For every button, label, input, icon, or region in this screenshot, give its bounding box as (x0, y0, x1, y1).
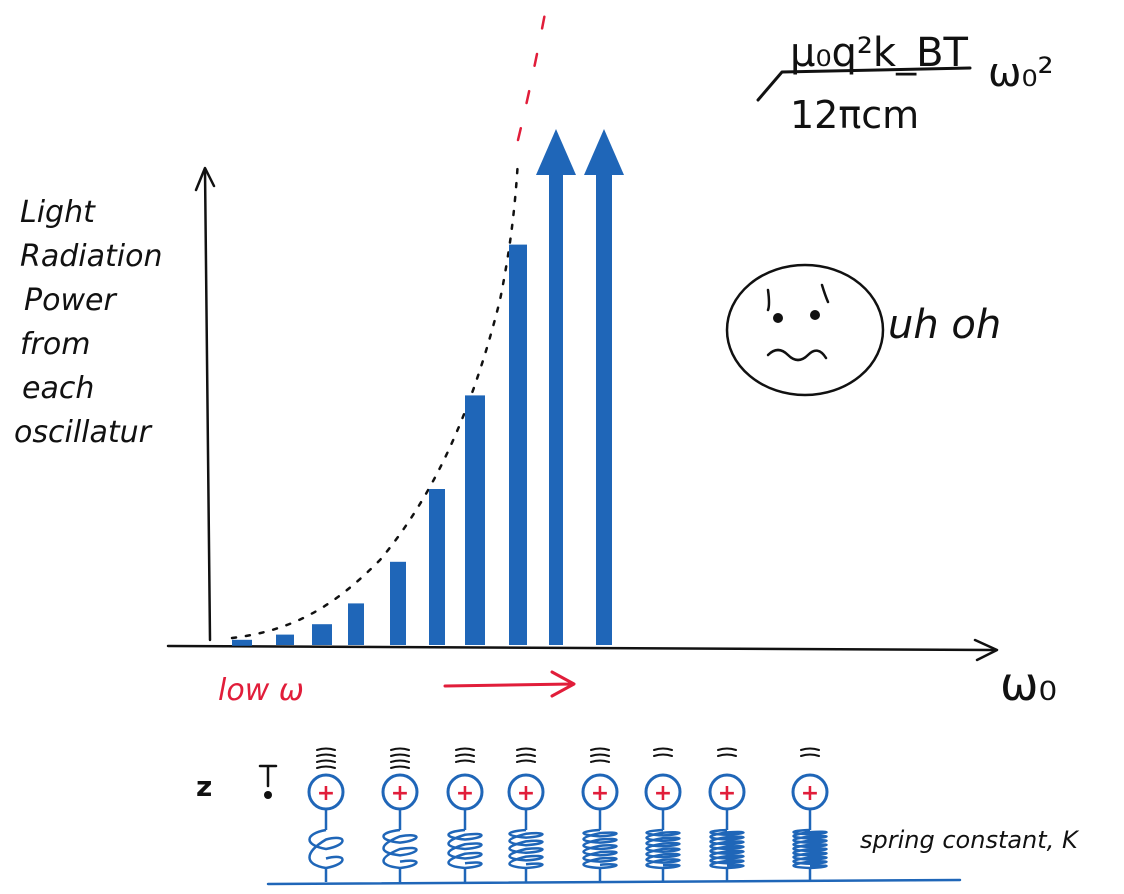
y-axis-label-line: from (20, 327, 90, 362)
bar-arrowhead (584, 129, 624, 175)
vibration-line (455, 747, 475, 751)
vibration-line (390, 765, 410, 769)
chart-axes (166, 166, 999, 662)
face-right-brow (820, 283, 830, 304)
y-axis-label-line: Radiation (20, 239, 162, 274)
ground-line (266, 878, 962, 886)
spring-coil (382, 828, 418, 870)
z-arrow-dot (264, 791, 272, 799)
formula-fraction-bar (756, 66, 972, 102)
z-label: z (196, 770, 212, 803)
oscillator: + (381, 747, 419, 882)
z-arrow (258, 764, 278, 788)
y-axis-label-line: Power (24, 283, 117, 318)
spring-coil (709, 828, 745, 870)
vibration-line (316, 747, 336, 751)
dashed-trend-curve (230, 158, 520, 640)
bar (312, 624, 332, 645)
spring-constant-label: spring constant, K (860, 826, 1080, 854)
spring-coil (508, 828, 544, 870)
vibration-line (455, 759, 475, 763)
bar (348, 603, 364, 645)
bar (429, 489, 445, 645)
red-increase-arrow (443, 670, 576, 698)
x-axis-line (166, 644, 997, 652)
bar (276, 634, 294, 645)
red-divergence-curve (516, 6, 548, 142)
oscillator: + (446, 747, 484, 882)
vibration-line (653, 753, 673, 757)
vibration-line (516, 753, 536, 757)
oscillator: + (307, 747, 345, 882)
y-axis-label: Light Radiation Power from each oscillatur (14, 195, 162, 450)
vibration-line (390, 753, 410, 757)
spring-coil (645, 828, 681, 870)
face-outline (725, 263, 885, 397)
y-axis-line (203, 168, 212, 642)
face-left-brow (766, 288, 771, 312)
bar (465, 395, 485, 645)
x-axis-label: ω₀ (1000, 657, 1057, 711)
vibration-line (390, 747, 410, 751)
spring-coil (582, 828, 618, 870)
z-direction-marker (258, 764, 278, 799)
oscillator: + (791, 747, 829, 882)
vibration-line (516, 759, 536, 763)
oscillator: + (708, 747, 746, 882)
face-caption: uh oh (888, 302, 1001, 348)
spring-coil (447, 828, 483, 870)
charge-plus-sign: + (456, 781, 474, 806)
vibration-line (717, 753, 737, 757)
vibration-line (316, 753, 336, 757)
charge-plus-sign: + (391, 781, 409, 806)
oscillator: + (581, 747, 619, 882)
vibration-line (390, 759, 410, 763)
oscillators: + + + + + + + + (307, 747, 829, 882)
bars (232, 129, 624, 646)
vibration-line (653, 747, 673, 751)
vibration-line (455, 753, 475, 757)
vibration-line (316, 765, 336, 769)
face-left-eye (773, 313, 783, 323)
vibration-line (800, 753, 820, 757)
x-axis-arrowhead (973, 638, 999, 662)
y-axis-label-line: each (22, 371, 94, 406)
spring-coil (308, 828, 344, 870)
charge-plus-sign: + (718, 781, 736, 806)
bar (390, 561, 406, 645)
charge-plus-sign: + (654, 781, 672, 806)
vibration-line (800, 747, 820, 751)
formula-denominator: 12πcm (790, 93, 919, 137)
worried-face (725, 263, 885, 397)
formula-factor: ω₀² (988, 50, 1054, 96)
vibration-line (590, 759, 610, 763)
low-omega-label: low ω (218, 673, 304, 708)
bar (509, 244, 527, 645)
y-axis-label-line: oscillatur (14, 415, 153, 450)
bar (232, 639, 252, 646)
charge-plus-sign: + (317, 781, 335, 806)
bar-arrowhead (536, 129, 576, 175)
oscillator: + (507, 747, 545, 882)
y-axis-label-line: Light (20, 195, 96, 230)
face-wavy-mouth (766, 348, 828, 362)
charge-plus-sign: + (801, 781, 819, 806)
charge-plus-sign: + (591, 781, 609, 806)
spring-coil (792, 828, 828, 870)
bar (549, 151, 563, 645)
oscillator: + (644, 747, 682, 882)
vibration-line (590, 747, 610, 751)
charge-plus-sign: + (517, 781, 535, 806)
face-right-eye (810, 310, 820, 320)
vibration-line (717, 747, 737, 751)
vibration-line (316, 759, 336, 763)
vibration-line (590, 753, 610, 757)
y-axis-arrowhead (194, 166, 216, 192)
vibration-line (516, 747, 536, 751)
bar (596, 151, 612, 645)
formula: μ₀q²k_BT 12πcm ω₀² (756, 30, 1054, 137)
